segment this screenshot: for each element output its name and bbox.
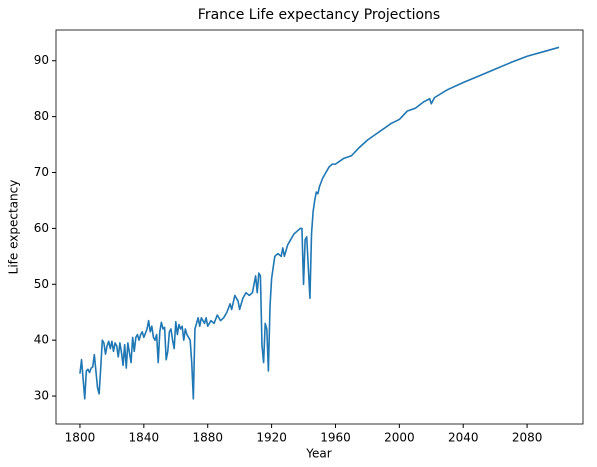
y-tick-label: 30	[34, 389, 49, 403]
chart-title: France Life expectancy Projections	[198, 7, 440, 23]
data-line	[79, 46, 560, 400]
x-tick-label: 2040	[448, 431, 479, 445]
y-tick-label: 60	[34, 221, 49, 235]
x-tick-label: 2080	[512, 431, 543, 445]
x-tick-label: 1840	[129, 431, 160, 445]
plot-frame	[55, 29, 584, 425]
y-tick-label: 70	[34, 165, 49, 179]
y-tick-label: 80	[34, 109, 49, 123]
y-tick-label: 40	[34, 333, 49, 347]
x-tick-label: 2000	[384, 431, 415, 445]
x-tick-label: 1920	[256, 431, 287, 445]
x-axis-label: Year	[305, 447, 331, 461]
x-tick-label: 1960	[320, 431, 351, 445]
y-tick-label: 90	[34, 53, 49, 67]
x-tick-label: 1800	[65, 431, 96, 445]
y-axis-label: Life expectancy	[7, 180, 21, 275]
y-tick-label: 50	[34, 277, 49, 291]
x-tick-label: 1880	[192, 431, 223, 445]
